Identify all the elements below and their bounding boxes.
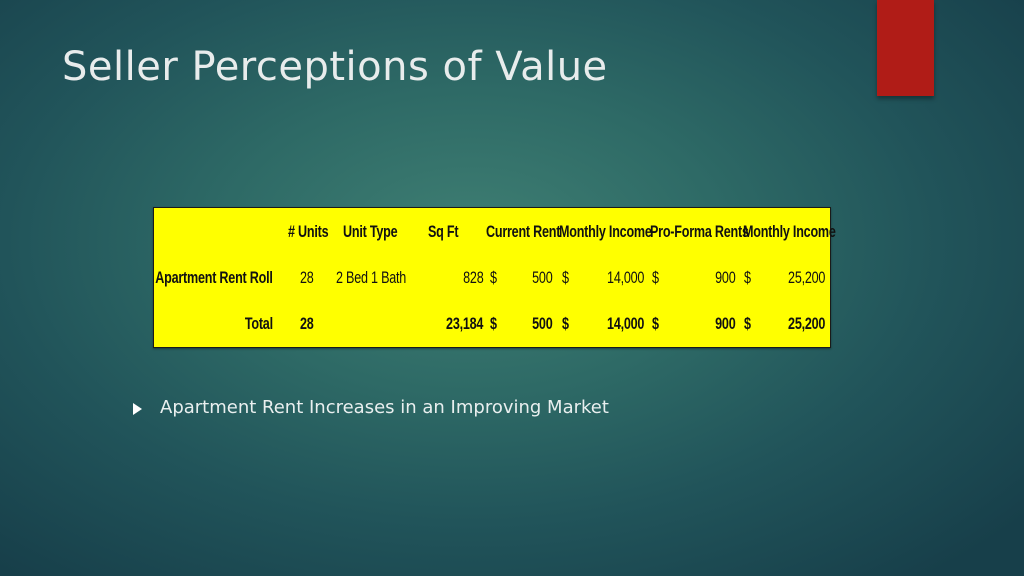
cell-sqft: 828 (462, 268, 484, 287)
cell-current-rent: 500 (531, 314, 553, 333)
cell-dollar-symbol: $ (652, 314, 659, 333)
cell-dollar-symbol: $ (744, 268, 751, 287)
header-unit-type: Unit Type (343, 222, 398, 241)
header-monthly-income-2: Monthly Income (743, 222, 836, 241)
cell-monthly-income-2: 25,200 (787, 268, 825, 287)
header-current-rent: Current Rent (486, 222, 561, 241)
triangle-bullet-icon (133, 403, 142, 415)
cell-dollar-symbol: $ (490, 268, 497, 287)
cell-monthly-income: 14,000 (606, 268, 644, 287)
header-units: # Units (288, 222, 329, 241)
cell-dollar-symbol: $ (490, 314, 497, 333)
row-label: Total (244, 314, 273, 333)
cell-dollar-symbol: $ (652, 268, 659, 287)
cell-current-rent: 500 (531, 268, 553, 287)
cell-dollar-symbol: $ (562, 268, 569, 287)
cell-dollar-symbol: $ (744, 314, 751, 333)
cell-units: 28 (300, 268, 314, 287)
cell-pro-forma-rents: 900 (714, 314, 736, 333)
cell-units: 28 (300, 314, 314, 333)
accent-bar (877, 0, 934, 96)
cell-unit-type: 2 Bed 1 Bath (336, 268, 407, 287)
cell-monthly-income-2: 25,200 (787, 314, 825, 333)
row-label: Apartment Rent Roll (155, 268, 274, 287)
header-sqft: Sq Ft (428, 222, 459, 241)
cell-dollar-symbol: $ (562, 314, 569, 333)
header-pro-forma-rents: Pro-Forma Rents (650, 222, 749, 241)
slide-title: Seller Perceptions of Value (62, 44, 608, 90)
bullet-text: Apartment Rent Increases in an Improving… (160, 397, 609, 418)
cell-monthly-income: 14,000 (606, 314, 644, 333)
cell-pro-forma-rents: 900 (714, 268, 736, 287)
header-monthly-income: Monthly Income (559, 222, 652, 241)
cell-sqft: 23,184 (445, 314, 483, 333)
rent-roll-table: # Units Unit Type Sq Ft Current Rent Mon… (153, 207, 836, 348)
